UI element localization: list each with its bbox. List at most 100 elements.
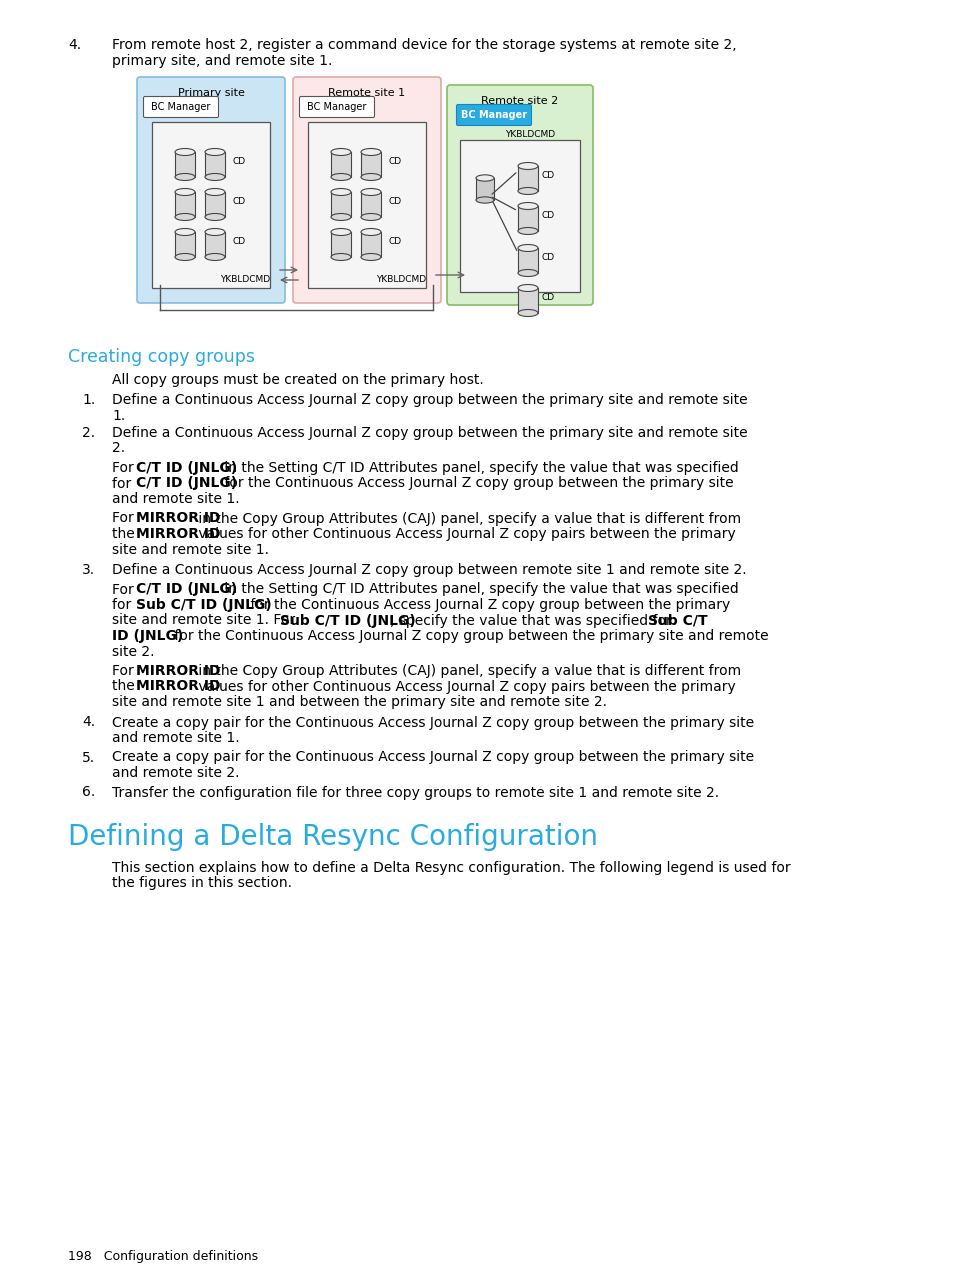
Text: for the Continuous Access Journal Z copy group between the primary site and remo: for the Continuous Access Journal Z copy… [171, 629, 768, 643]
Text: Define a Continuous Access Journal Z copy group between remote site 1 and remote: Define a Continuous Access Journal Z cop… [112, 563, 746, 577]
Bar [517, 289, 537, 313]
Text: values for other Continuous Access Journal Z copy pairs between the primary: values for other Continuous Access Journ… [194, 527, 736, 541]
Ellipse shape [174, 149, 194, 155]
Ellipse shape [360, 229, 380, 235]
Bar [308, 122, 426, 289]
Ellipse shape [517, 285, 537, 291]
FancyBboxPatch shape [293, 78, 440, 302]
Text: Define a Continuous Access Journal Z copy group between the primary site and rem: Define a Continuous Access Journal Z cop… [112, 393, 747, 407]
Text: YKBLDCMD: YKBLDCMD [375, 275, 426, 283]
Ellipse shape [205, 229, 225, 235]
Ellipse shape [476, 197, 494, 203]
Ellipse shape [360, 253, 380, 261]
Text: Remote site 2: Remote site 2 [481, 97, 558, 105]
Text: 1.: 1. [82, 393, 95, 407]
FancyBboxPatch shape [137, 78, 285, 302]
Text: CD: CD [541, 211, 555, 220]
Text: the: the [112, 680, 139, 694]
Text: 4.: 4. [82, 716, 95, 730]
Text: CD: CD [233, 197, 246, 206]
Text: 198   Configuration definitions: 198 Configuration definitions [68, 1249, 258, 1263]
Text: Remote site 1: Remote site 1 [328, 88, 405, 98]
Text: Sub C/T ID (JNLG): Sub C/T ID (JNLG) [136, 597, 272, 613]
Text: Define a Continuous Access Journal Z copy group between the primary site and rem: Define a Continuous Access Journal Z cop… [112, 426, 747, 440]
Ellipse shape [205, 214, 225, 220]
Text: Sub C/T ID (JNLG): Sub C/T ID (JNLG) [280, 614, 416, 628]
Text: For: For [112, 511, 138, 525]
FancyBboxPatch shape [299, 97, 375, 117]
Text: Create a copy pair for the Continuous Access Journal Z copy group between the pr: Create a copy pair for the Continuous Ac… [112, 750, 753, 764]
Text: YKBLDCMD: YKBLDCMD [504, 130, 555, 139]
Text: 3.: 3. [82, 563, 95, 577]
Bar [331, 192, 351, 217]
Text: site and remote site 1.: site and remote site 1. [112, 543, 269, 557]
Bar [331, 233, 351, 257]
Ellipse shape [205, 149, 225, 155]
Text: CD: CD [541, 253, 555, 263]
Ellipse shape [174, 229, 194, 235]
Text: and remote site 1.: and remote site 1. [112, 492, 239, 506]
Bar [459, 140, 579, 292]
Text: 1.: 1. [112, 408, 125, 422]
Bar [360, 192, 380, 217]
Ellipse shape [205, 174, 225, 180]
Bar [476, 178, 494, 200]
Ellipse shape [517, 310, 537, 316]
Text: 6.: 6. [82, 785, 95, 799]
Text: YKBLDCMD: YKBLDCMD [220, 275, 270, 283]
Text: C/T ID (JNLG): C/T ID (JNLG) [136, 477, 237, 491]
Ellipse shape [517, 228, 537, 235]
Text: in the Setting C/T ID Attributes panel, specify the value that was specified: in the Setting C/T ID Attributes panel, … [220, 461, 739, 475]
Text: 2.: 2. [82, 426, 95, 440]
Text: 4.: 4. [68, 38, 81, 52]
Bar [205, 153, 225, 177]
Text: and remote site 2.: and remote site 2. [112, 766, 239, 780]
Text: Defining a Delta Resync Configuration: Defining a Delta Resync Configuration [68, 824, 598, 852]
Text: CD: CD [389, 238, 402, 247]
Text: For: For [112, 582, 138, 596]
Ellipse shape [517, 269, 537, 277]
Ellipse shape [331, 174, 351, 180]
Text: site and remote site 1 and between the primary site and remote site 2.: site and remote site 1 and between the p… [112, 695, 606, 709]
Text: C/T ID (JNLG): C/T ID (JNLG) [136, 461, 237, 475]
Ellipse shape [517, 188, 537, 194]
Text: CD: CD [389, 158, 402, 167]
Text: Transfer the configuration file for three copy groups to remote site 1 and remot: Transfer the configuration file for thre… [112, 785, 719, 799]
Bar [517, 206, 537, 231]
Bar [517, 248, 537, 273]
Text: 5.: 5. [82, 750, 95, 764]
Text: for the Continuous Access Journal Z copy group between the primary site: for the Continuous Access Journal Z copy… [220, 477, 734, 491]
Ellipse shape [331, 253, 351, 261]
FancyBboxPatch shape [456, 104, 531, 126]
Text: For: For [112, 461, 138, 475]
Ellipse shape [174, 174, 194, 180]
Ellipse shape [476, 175, 494, 182]
Text: For: For [112, 663, 138, 677]
Text: MIRROR ID: MIRROR ID [136, 680, 220, 694]
Text: CD: CD [233, 158, 246, 167]
Text: CD: CD [389, 197, 402, 206]
Text: in the Copy Group Attributes (CAJ) panel, specify a value that is different from: in the Copy Group Attributes (CAJ) panel… [194, 511, 740, 525]
Text: From remote host 2, register a command device for the storage systems at remote : From remote host 2, register a command d… [112, 38, 736, 52]
Bar [360, 233, 380, 257]
Text: , specify the value that was specified for: , specify the value that was specified f… [390, 614, 676, 628]
Ellipse shape [517, 163, 537, 169]
Bar [174, 233, 194, 257]
Bar [205, 233, 225, 257]
Text: BC Manager: BC Manager [307, 102, 366, 112]
Text: BC Manager: BC Manager [460, 111, 526, 119]
Text: CD: CD [541, 172, 555, 180]
Ellipse shape [517, 202, 537, 210]
Ellipse shape [331, 188, 351, 196]
Text: Create a copy pair for the Continuous Access Journal Z copy group between the pr: Create a copy pair for the Continuous Ac… [112, 716, 753, 730]
Text: ID (JNLG): ID (JNLG) [112, 629, 183, 643]
FancyBboxPatch shape [447, 85, 593, 305]
Text: MIRROR ID: MIRROR ID [136, 511, 220, 525]
Bar [360, 153, 380, 177]
FancyBboxPatch shape [143, 97, 218, 117]
Text: CD: CD [541, 294, 555, 302]
Text: All copy groups must be created on the primary host.: All copy groups must be created on the p… [112, 372, 483, 386]
Text: for the Continuous Access Journal Z copy group between the primary: for the Continuous Access Journal Z copy… [246, 597, 730, 613]
Text: values for other Continuous Access Journal Z copy pairs between the primary: values for other Continuous Access Journ… [194, 680, 736, 694]
Text: the figures in this section.: the figures in this section. [112, 877, 292, 891]
